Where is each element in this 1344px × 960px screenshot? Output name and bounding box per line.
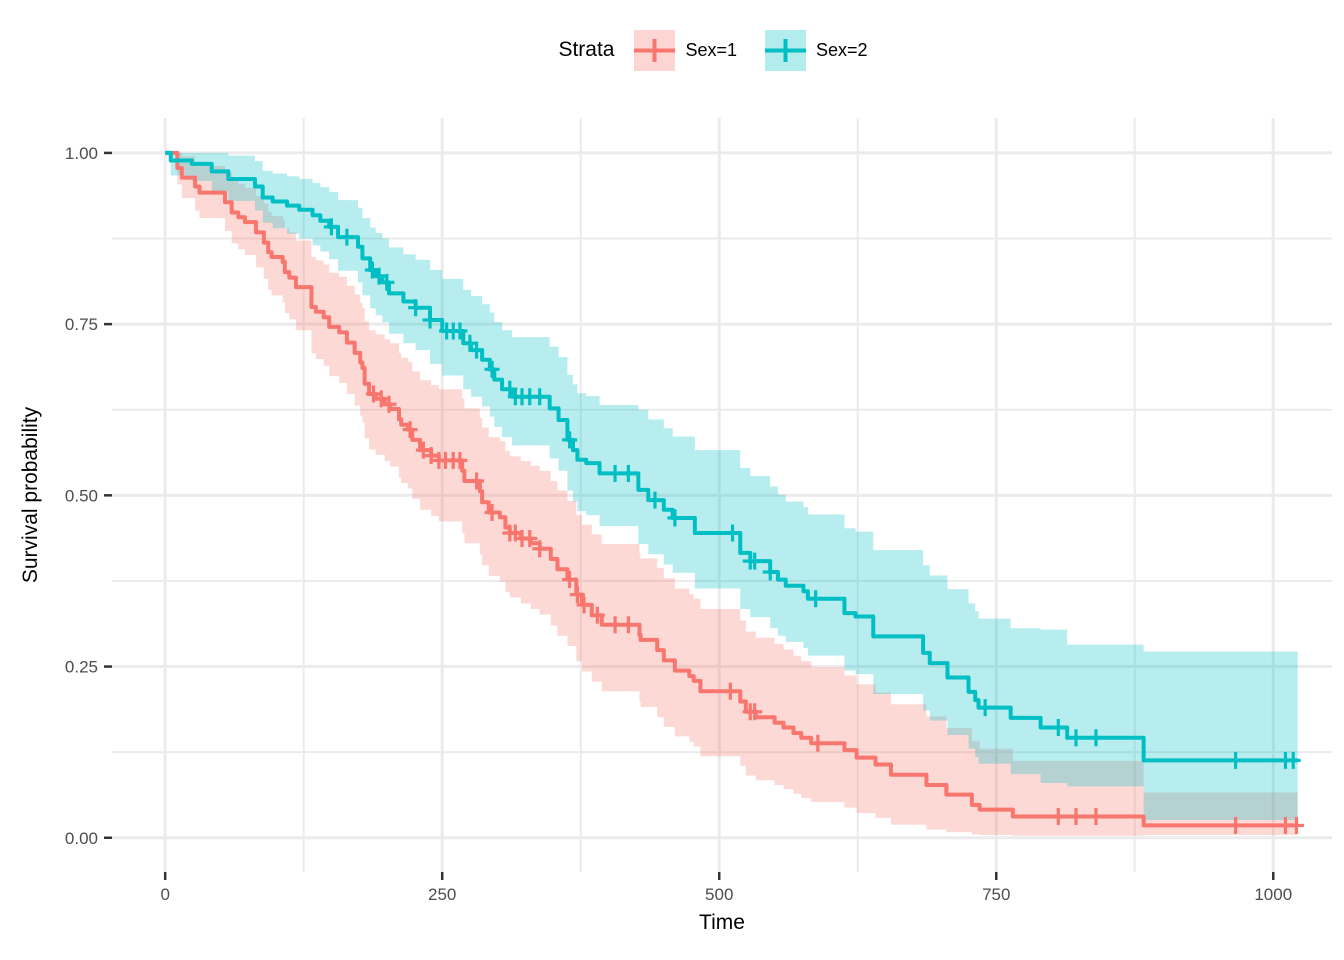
y-axis-title: Survival probability	[19, 406, 42, 584]
legend-label-sex2: Sex=2	[816, 39, 868, 60]
legend-key-sex1	[634, 29, 676, 71]
survival-curve-sex2	[165, 150, 1298, 763]
x-axis-title: Time	[699, 911, 745, 934]
legend-title: Strata	[558, 38, 615, 61]
x-tick-labels: 0 250 500 750 1000	[160, 885, 1292, 904]
legend-key-sex2	[765, 29, 807, 71]
y-tick-label-0.50: 0.50	[65, 486, 98, 505]
censor-marks-sex1	[366, 385, 1305, 834]
y-tick-label-1.00: 1.00	[65, 144, 98, 163]
y-tick-label-0.00: 0.00	[65, 829, 98, 848]
x-tick-label-500: 500	[705, 885, 733, 904]
censor-marks-sex2	[323, 218, 1301, 769]
legend: Strata Sex=1 Sex=2	[112, 27, 1332, 73]
y-tick-label-0.25: 0.25	[65, 658, 98, 677]
x-tick-label-1000: 1000	[1254, 885, 1292, 904]
y-tick-labels: 0.00 0.25 0.50 0.75 1.00	[65, 144, 98, 848]
x-tick-label-250: 250	[428, 885, 456, 904]
legend-label-sex1: Sex=1	[685, 39, 738, 60]
x-tick-label-750: 750	[982, 885, 1010, 904]
x-tick-label-0: 0	[160, 885, 169, 904]
legend-keys: Sex=1 Sex=2	[634, 29, 885, 71]
survival-curve-sex1	[165, 150, 1298, 828]
major-gridlines	[112, 118, 1332, 872]
axis-ticks	[104, 151, 1275, 880]
confidence-band-sex2	[165, 152, 1298, 820]
y-tick-label-0.75: 0.75	[65, 315, 98, 334]
